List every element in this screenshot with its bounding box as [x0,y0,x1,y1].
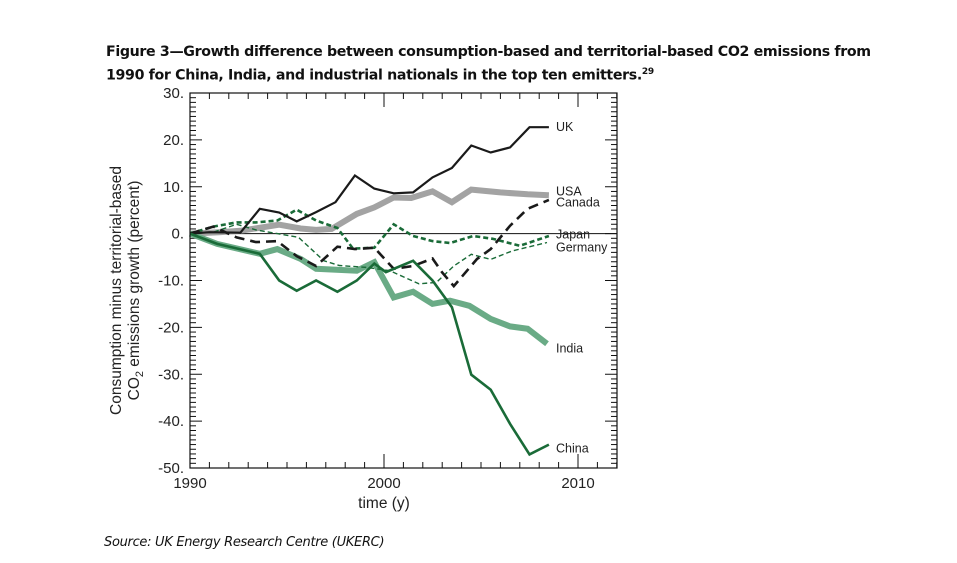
y-axis-title-line1: Consumption minus territorial-based [108,166,125,415]
y-axis-title-co: CO [126,377,143,400]
series-label-germany: Germany [556,241,608,255]
y-tick-label: -10. [158,273,184,290]
figure-title-text: Figure 3—Growth difference between consu… [106,44,871,84]
series-line-uk [189,126,549,235]
y-tick-label: -30. [158,366,184,383]
x-tick-label: 2000 [367,475,400,492]
series-line-india [188,230,549,347]
plot-frame [189,92,618,469]
series-label-japan: Japan [556,228,590,242]
y-tick-label: 0. [171,226,184,243]
series-label-india: India [556,341,583,355]
y-axis-title-rest: emissions growth (percent) [126,181,143,371]
series-line-germany [189,223,548,285]
series-layer [188,126,550,457]
figure-source: Source: UK Energy Research Centre (UKERC… [104,535,385,550]
series-label-canada: Canada [556,196,600,210]
series-line-usa [189,186,550,237]
series-label-china: China [556,441,589,455]
y-tick-label: -50. [158,460,184,477]
series-line-canada [189,198,550,289]
y-axis-title-line2: CO2 emissions growth (percent) [126,181,146,401]
y-tick-labels: 30. 20. 10. 0. -10. -20. -30. -40. -50. [158,85,184,477]
axis-ticks [189,92,618,469]
x-tick-label: 2010 [561,475,594,492]
y-tick-label: 20. [163,132,184,149]
y-tick-label: -40. [158,413,184,430]
x-tick-label: 1990 [173,475,206,492]
figure-title: Figure 3—Growth difference between consu… [106,42,906,86]
y-tick-label: 30. [163,85,184,102]
y-tick-label: -20. [158,319,184,336]
figure-footnote-ref: 29 [641,67,654,77]
series-label-usa: USA [556,184,582,198]
x-axis-title: time (y) [358,495,410,512]
series-label-uk: UK [556,120,574,134]
series-line-china [189,232,550,457]
x-tick-labels: 1990 2000 2010 [173,475,594,492]
y-axis-title-subscript: 2 [134,371,146,377]
y-tick-label: 10. [163,179,184,196]
